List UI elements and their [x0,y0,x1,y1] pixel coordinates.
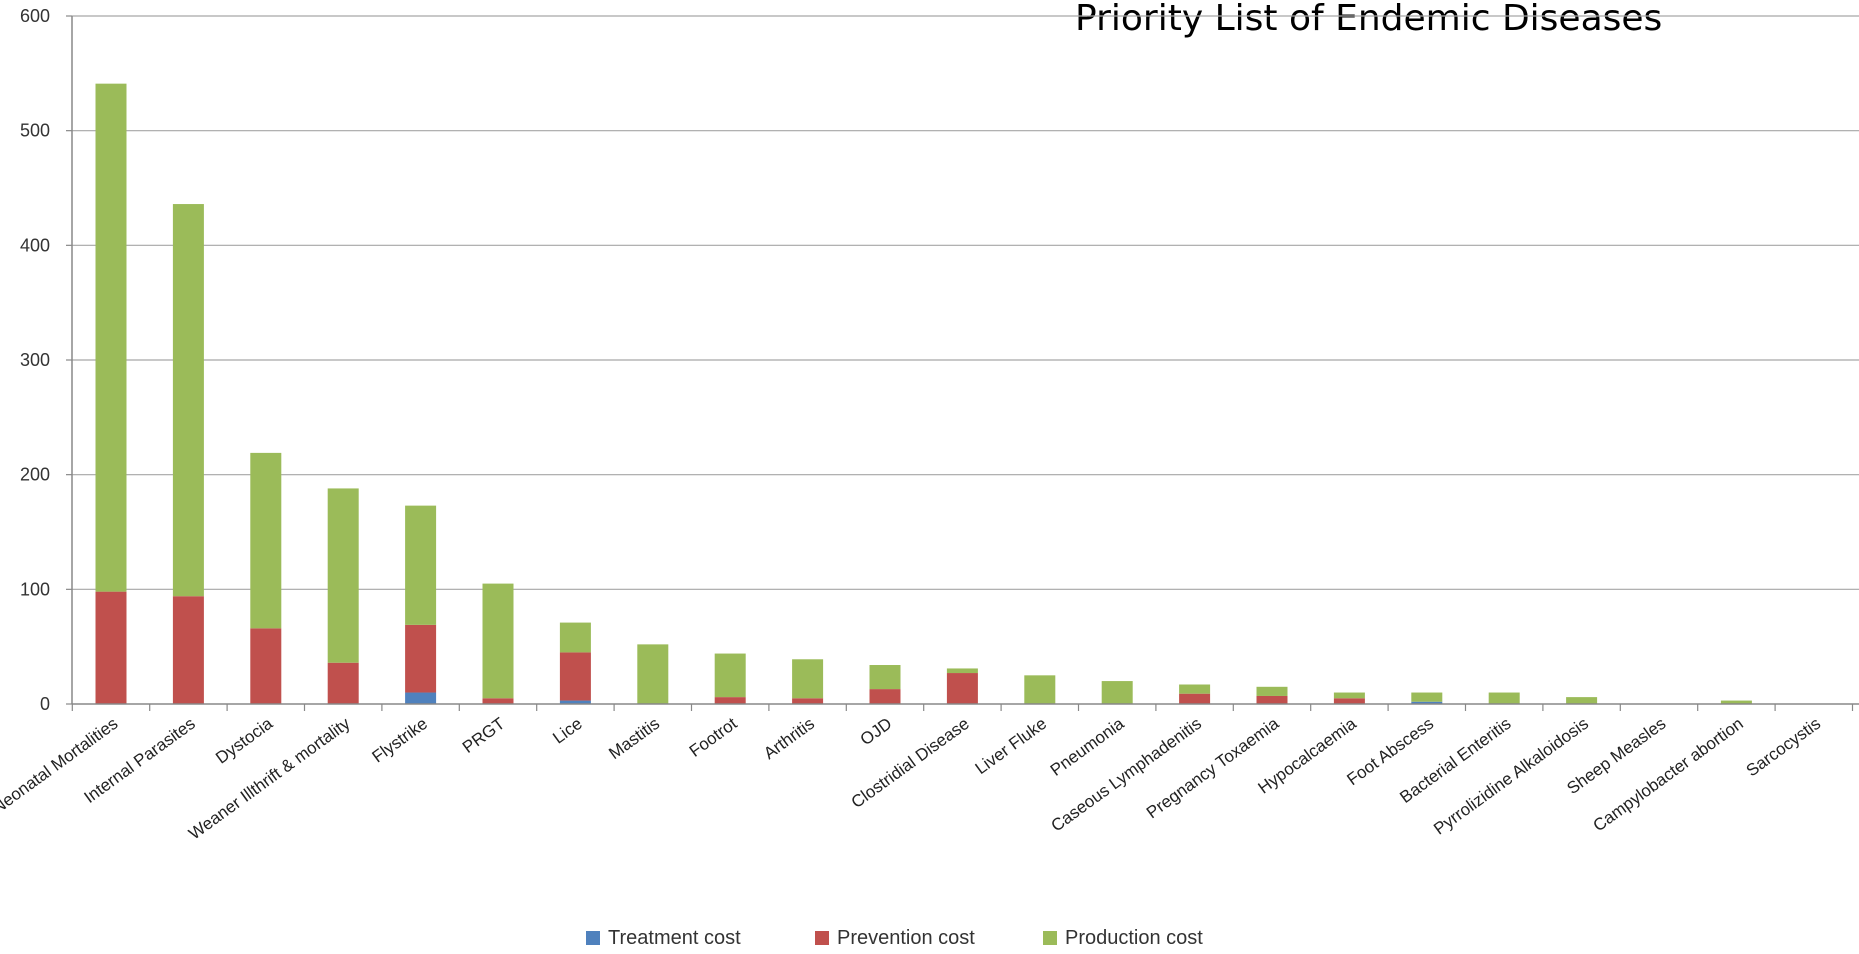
bar-segment-prevention-cost [869,689,901,704]
bar-segment-production-cost [946,668,978,674]
bar-segment-prevention-cost [559,652,591,701]
bar-segment-production-cost [869,665,901,690]
bar-segment-production-cost [172,204,204,597]
y-tick-label: 300 [20,350,50,370]
bar-segment-production-cost [1566,697,1598,704]
legend-label: Production cost [1065,927,1203,949]
x-category-label: Sarcocystis [1743,714,1824,780]
bar-segment-prevention-cost [1333,698,1365,704]
bar-segment-production-cost [405,505,437,625]
bar-segment-production-cost [637,644,669,704]
bar-segment-production-cost [1101,681,1133,704]
bar-segment-treatment-cost [405,692,437,704]
bar-segment-production-cost [714,653,746,698]
bar-segment-prevention-cost [482,698,514,704]
x-category-label: OJD [857,714,896,749]
bar-segment-production-cost [327,488,359,663]
legend-label: Prevention cost [837,927,975,949]
legend-label: Treatment cost [608,927,741,949]
bar-segment-production-cost [1256,686,1288,696]
bar-segment-production-cost [1333,692,1365,699]
bar-segment-prevention-cost [172,596,204,704]
bar-segment-production-cost [95,83,127,592]
bar-segment-prevention-cost [327,662,359,704]
legend-swatch [815,931,829,945]
x-category-label: PRGT [459,714,508,757]
chart-title: Priority List of Endemic Diseases [1075,0,1663,39]
legend-swatch [586,931,600,945]
bar-segment-production-cost [1488,692,1520,704]
bar-segment-prevention-cost [405,624,437,693]
bar-segment-production-cost [1024,675,1056,704]
y-tick-label: 400 [20,235,50,255]
bar-segment-treatment-cost [559,700,591,704]
bar-segment-prevention-cost [792,698,824,704]
bars [95,83,1752,704]
bar-segment-prevention-cost [946,673,978,704]
y-tick-label: 600 [20,6,50,26]
x-category-label: Arthritis [760,714,818,763]
bar-segment-production-cost [250,452,282,629]
x-category-label: Liver Fluke [972,714,1050,778]
y-tick-label: 100 [20,579,50,599]
x-category-label: Dystocia [212,714,276,768]
axes [66,15,1859,711]
bar-segment-prevention-cost [1179,693,1211,704]
x-category-label: Pyrrolizidine Alkaloidosis [1430,714,1592,839]
bar-segment-production-cost [1179,684,1211,694]
bar-segment-production-cost [792,659,824,699]
y-tick-label: 0 [40,694,50,714]
bar-segment-prevention-cost [250,628,282,704]
x-category-label: Caseous Lymphadenitis [1048,714,1205,836]
bar-segment-production-cost [1411,692,1443,702]
legend: Treatment cost Prevention cost Production … [586,927,1203,949]
gridlines [72,15,1859,590]
bar-segment-prevention-cost [714,697,746,704]
y-tick-label: 200 [20,465,50,485]
x-category-label: Lice [549,714,585,748]
x-category-label: Footrot [686,714,741,761]
x-category-label: Flystrike [369,714,431,767]
bar-segment-production-cost [482,583,514,699]
legend-swatch [1043,931,1057,945]
bar-segment-prevention-cost [95,591,127,704]
y-tick-label: 500 [20,121,50,141]
x-category-label: Neonatal Mortalities [0,714,121,818]
x-category-label: Pregnancy Toxaemia [1143,714,1283,823]
x-category-label: Mastitis [605,714,663,763]
bar-segment-prevention-cost [1256,695,1288,704]
x-category-label: Campylobacter abortion [1590,714,1747,835]
bar-segment-production-cost [559,622,591,653]
bar-segment-treatment-cost [1411,701,1443,704]
bar-segment-production-cost [1720,700,1752,704]
